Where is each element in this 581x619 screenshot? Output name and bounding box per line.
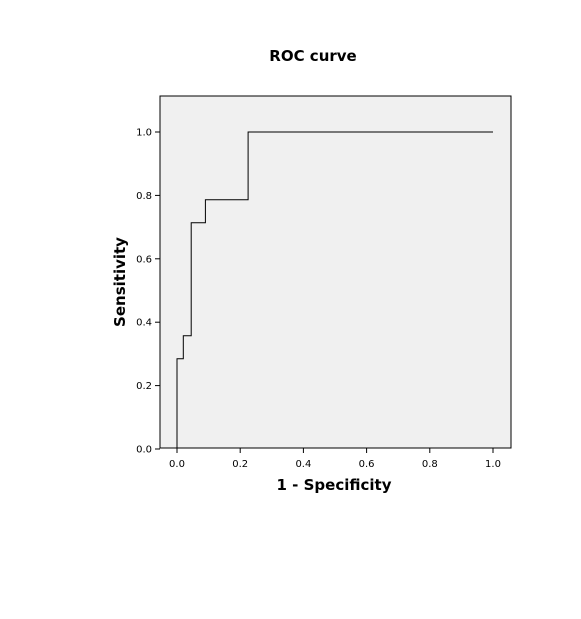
x-axis-label: 1 - Specificity (277, 476, 392, 494)
x-tick-label: 0.2 (232, 459, 248, 470)
y-tick-label: 0.2 (136, 381, 152, 392)
x-tick-label: 0.0 (169, 459, 185, 470)
x-tick-label: 0.4 (295, 459, 311, 470)
x-axis: 0.0 0.2 0.4 0.6 0.8 1.0 (169, 448, 501, 470)
x-tick-label: 1.0 (485, 459, 501, 470)
chart-title: ROC curve (269, 47, 356, 65)
y-axis: 0.0 0.2 0.4 0.6 0.8 1.0 (136, 128, 160, 456)
x-tick-label: 0.6 (359, 459, 375, 470)
y-tick-label: 0.0 (136, 445, 152, 456)
plot-area (159, 95, 512, 449)
y-tick-label: 1.0 (136, 128, 152, 139)
y-tick-label: 0.4 (136, 318, 152, 329)
y-axis-label: Sensitivity (111, 237, 129, 327)
x-tick-label: 0.8 (422, 459, 438, 470)
y-tick-label: 0.6 (136, 254, 152, 265)
y-tick-label: 0.8 (136, 191, 152, 202)
roc-curve-line (176, 131, 493, 449)
